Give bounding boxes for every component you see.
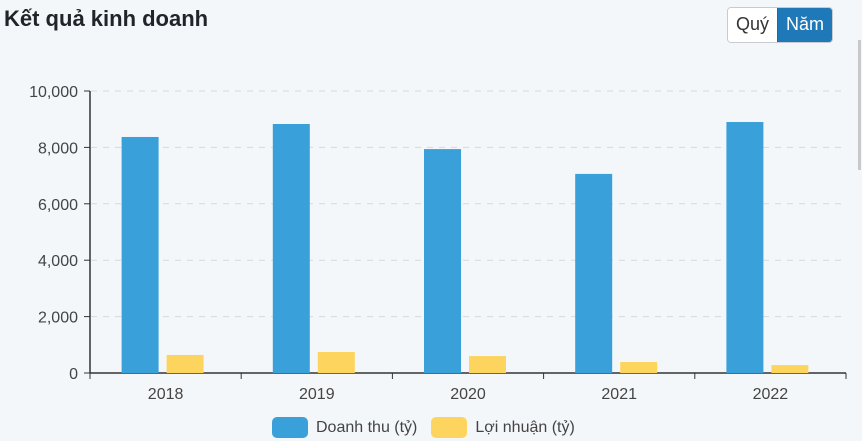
period-toggle: Quý Năm [727,7,834,43]
profit-bar [469,356,506,373]
profit-bar [166,354,204,373]
year-button[interactable]: Năm [777,8,833,42]
legend-label: Doanh thu (tỷ) [316,418,418,436]
legend: Doanh thu (tỷ) Lợi nhuận (tỷ) [272,417,589,438]
page-title: Kết quả kinh doanh [4,6,209,31]
scrollbar[interactable] [858,40,861,170]
legend-item-revenue[interactable]: Doanh thu (tỷ) [272,417,417,438]
legend-label: Lợi nhuận (tỷ) [475,418,575,436]
x-tick-label: 2019 [299,386,335,403]
revenue-bar [424,149,461,373]
revenue-bar [121,136,159,373]
y-tick-label: 2,000 [38,310,78,327]
quarter-button[interactable]: Quý [728,8,778,42]
x-tick-label: 2018 [148,386,184,403]
revenue-bar [726,122,764,374]
x-tick-label: 2022 [753,386,789,403]
y-tick-label: 6,000 [38,197,78,214]
legend-item-profit[interactable]: Lợi nhuận (tỷ) [431,417,575,438]
x-tick-label: 2021 [601,386,637,403]
profit-bar [620,362,658,373]
y-tick-label: 10,000 [29,84,78,101]
revenue-bar [272,123,310,373]
revenue-swatch [272,417,308,438]
y-tick-label: 0 [69,366,78,383]
y-tick-label: 4,000 [38,253,78,270]
profit-swatch [431,417,468,438]
profit-bar [317,351,355,373]
revenue-bar [575,173,613,373]
bar-chart: 0 2,000 4,000 6,000 8,000 10,000 2018 2019 2020 2… [29,84,847,403]
y-tick-label: 8,000 [38,140,78,157]
x-tick-label: 2020 [450,386,486,403]
profit-bar [771,365,809,373]
